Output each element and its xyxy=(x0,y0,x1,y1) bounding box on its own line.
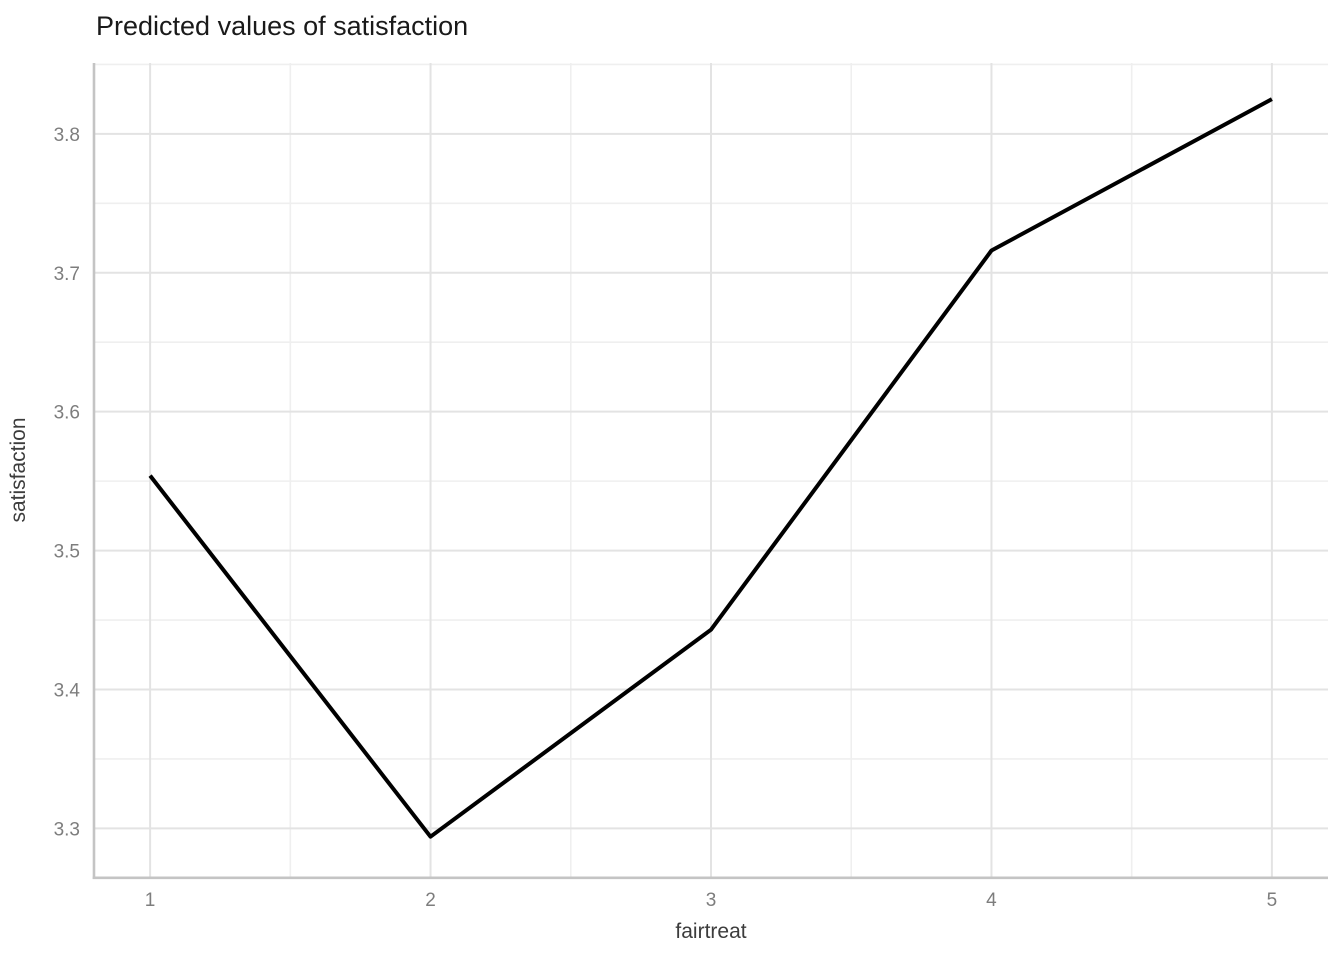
data-line xyxy=(148,97,1273,839)
y-axis-title: satisfaction xyxy=(7,417,30,522)
x-axis-title: fairtreat xyxy=(675,920,746,943)
x-tick-label: 4 xyxy=(986,890,997,911)
y-tick-label: 3.4 xyxy=(54,680,81,701)
y-tick-label: 3.7 xyxy=(54,264,80,285)
y-tick-label: 3.8 xyxy=(54,125,80,146)
x-tick-label: 5 xyxy=(1267,890,1278,911)
plot-panel: 1 2 3 4 5 3.3 3.4 3.5 3.6 3.7 3.8 xyxy=(54,63,1328,911)
y-tick-label: 3.5 xyxy=(54,542,80,563)
x-tick-label: 1 xyxy=(145,890,156,911)
chart-title: Predicted values of satisfaction xyxy=(96,11,468,41)
x-tick-label: 3 xyxy=(706,890,717,911)
y-tick-label: 3.3 xyxy=(54,819,80,840)
y-tick-label: 3.6 xyxy=(54,403,80,424)
x-tick-label: 2 xyxy=(425,890,436,911)
